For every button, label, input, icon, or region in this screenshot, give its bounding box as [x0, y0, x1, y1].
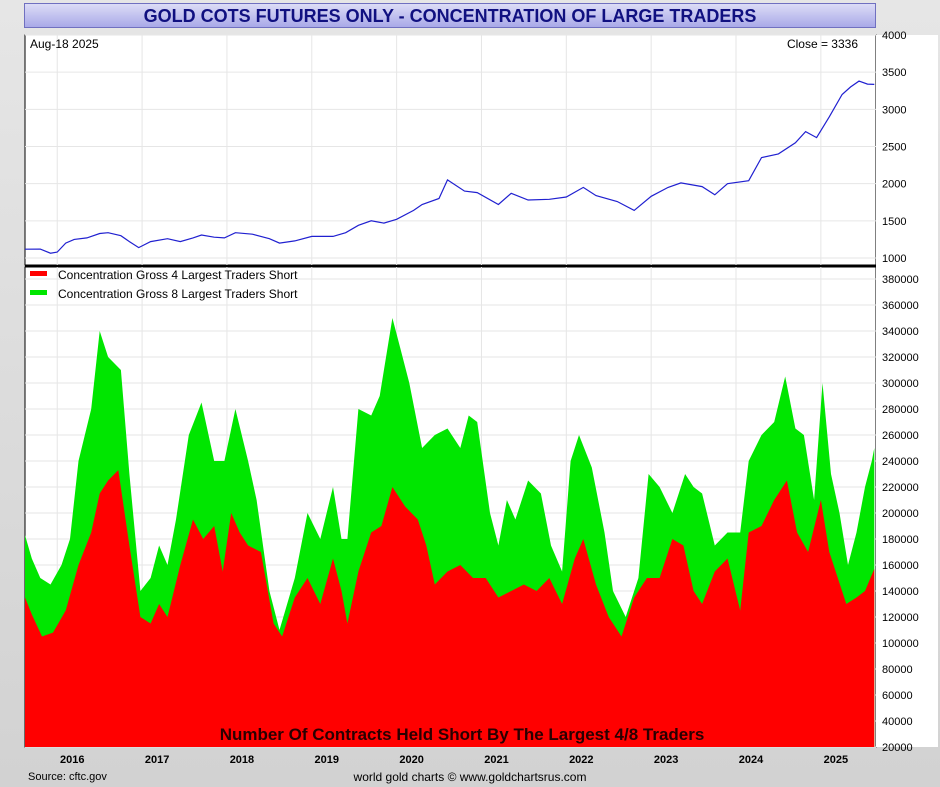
concentration-y-tick: 80000	[882, 664, 913, 676]
chart-title: GOLD COTS FUTURES ONLY - CONCENTRATION O…	[143, 6, 757, 26]
concentration-y-tick: 380000	[882, 274, 919, 286]
price-y-tick: 4000	[882, 30, 906, 42]
x-tick: 2020	[399, 754, 423, 766]
price-y-tick: 1000	[882, 253, 906, 265]
price-y-tick: 3500	[882, 67, 906, 79]
x-tick: 2022	[569, 754, 593, 766]
legend-label-top4: Concentration Gross 4 Largest Traders Sh…	[58, 268, 298, 282]
x-tick: 2019	[315, 754, 339, 766]
concentration-y-tick: 220000	[882, 482, 919, 494]
concentration-y-tick: 40000	[882, 716, 913, 728]
price-grid	[25, 34, 876, 265]
concentration-y-tick: 180000	[882, 534, 919, 546]
right-axis-strip	[876, 35, 938, 747]
concentration-y-tick: 160000	[882, 560, 919, 572]
concentration-y-tick: 100000	[882, 638, 919, 650]
area-layer	[25, 318, 875, 747]
concentration-y-tick: 200000	[882, 508, 919, 520]
concentration-y-tick: 140000	[882, 586, 919, 598]
title-bar: GOLD COTS FUTURES ONLY - CONCENTRATION O…	[24, 3, 876, 28]
concentration-y-tick: 20000	[882, 742, 913, 754]
price-y-tick: 1500	[882, 216, 906, 228]
concentration-y-tick: 300000	[882, 378, 919, 390]
x-tick: 2017	[145, 754, 169, 766]
legend-swatch-top8	[30, 290, 47, 295]
x-tick: 2024	[739, 754, 764, 766]
source-label: Source: cftc.gov	[28, 771, 107, 783]
concentration-y-tick: 280000	[882, 404, 919, 416]
close-label: Close = 3336	[787, 37, 858, 51]
legend-swatch-top4	[30, 271, 47, 276]
concentration-y-tick: 360000	[882, 300, 919, 312]
concentration-y-tick: 240000	[882, 456, 919, 468]
credit-label: world gold charts © www.goldchartsrus.co…	[353, 770, 587, 784]
concentration-y-tick: 320000	[882, 352, 919, 364]
price-y-tick: 3000	[882, 104, 906, 116]
price-line-layer	[24, 80, 875, 254]
price-y-tick: 2500	[882, 142, 906, 154]
concentration-y-tick: 340000	[882, 326, 919, 338]
area-top4	[25, 470, 875, 747]
concentration-y-tick: 260000	[882, 430, 919, 442]
price-panel	[24, 34, 877, 266]
gold-price-line	[24, 80, 875, 254]
concentration-y-tick: 60000	[882, 690, 913, 702]
concentration-y-axis: 20000 40000 60000 80000 100000 120000 140000 16…	[882, 274, 919, 754]
price-y-axis: 1000 1500 2000 2500 3000 3500 4000	[882, 30, 906, 265]
concentration-y-tick: 120000	[882, 612, 919, 624]
x-axis: 2016 2017 2018 2019 2020 2021 2022 2023 2024 2025	[60, 754, 848, 766]
date-label: Aug-18 2025	[30, 37, 99, 51]
price-y-tick: 2000	[882, 179, 906, 191]
legend: Concentration Gross 4 Largest Traders Sh…	[30, 268, 298, 301]
legend-label-top8: Concentration Gross 8 Largest Traders Sh…	[58, 287, 298, 301]
x-tick: 2016	[60, 754, 84, 766]
x-tick: 2025	[824, 754, 848, 766]
x-tick: 2023	[654, 754, 678, 766]
x-tick: 2021	[484, 754, 508, 766]
x-tick: 2018	[230, 754, 254, 766]
concentration-title: Number Of Contracts Held Short By The La…	[220, 725, 705, 744]
